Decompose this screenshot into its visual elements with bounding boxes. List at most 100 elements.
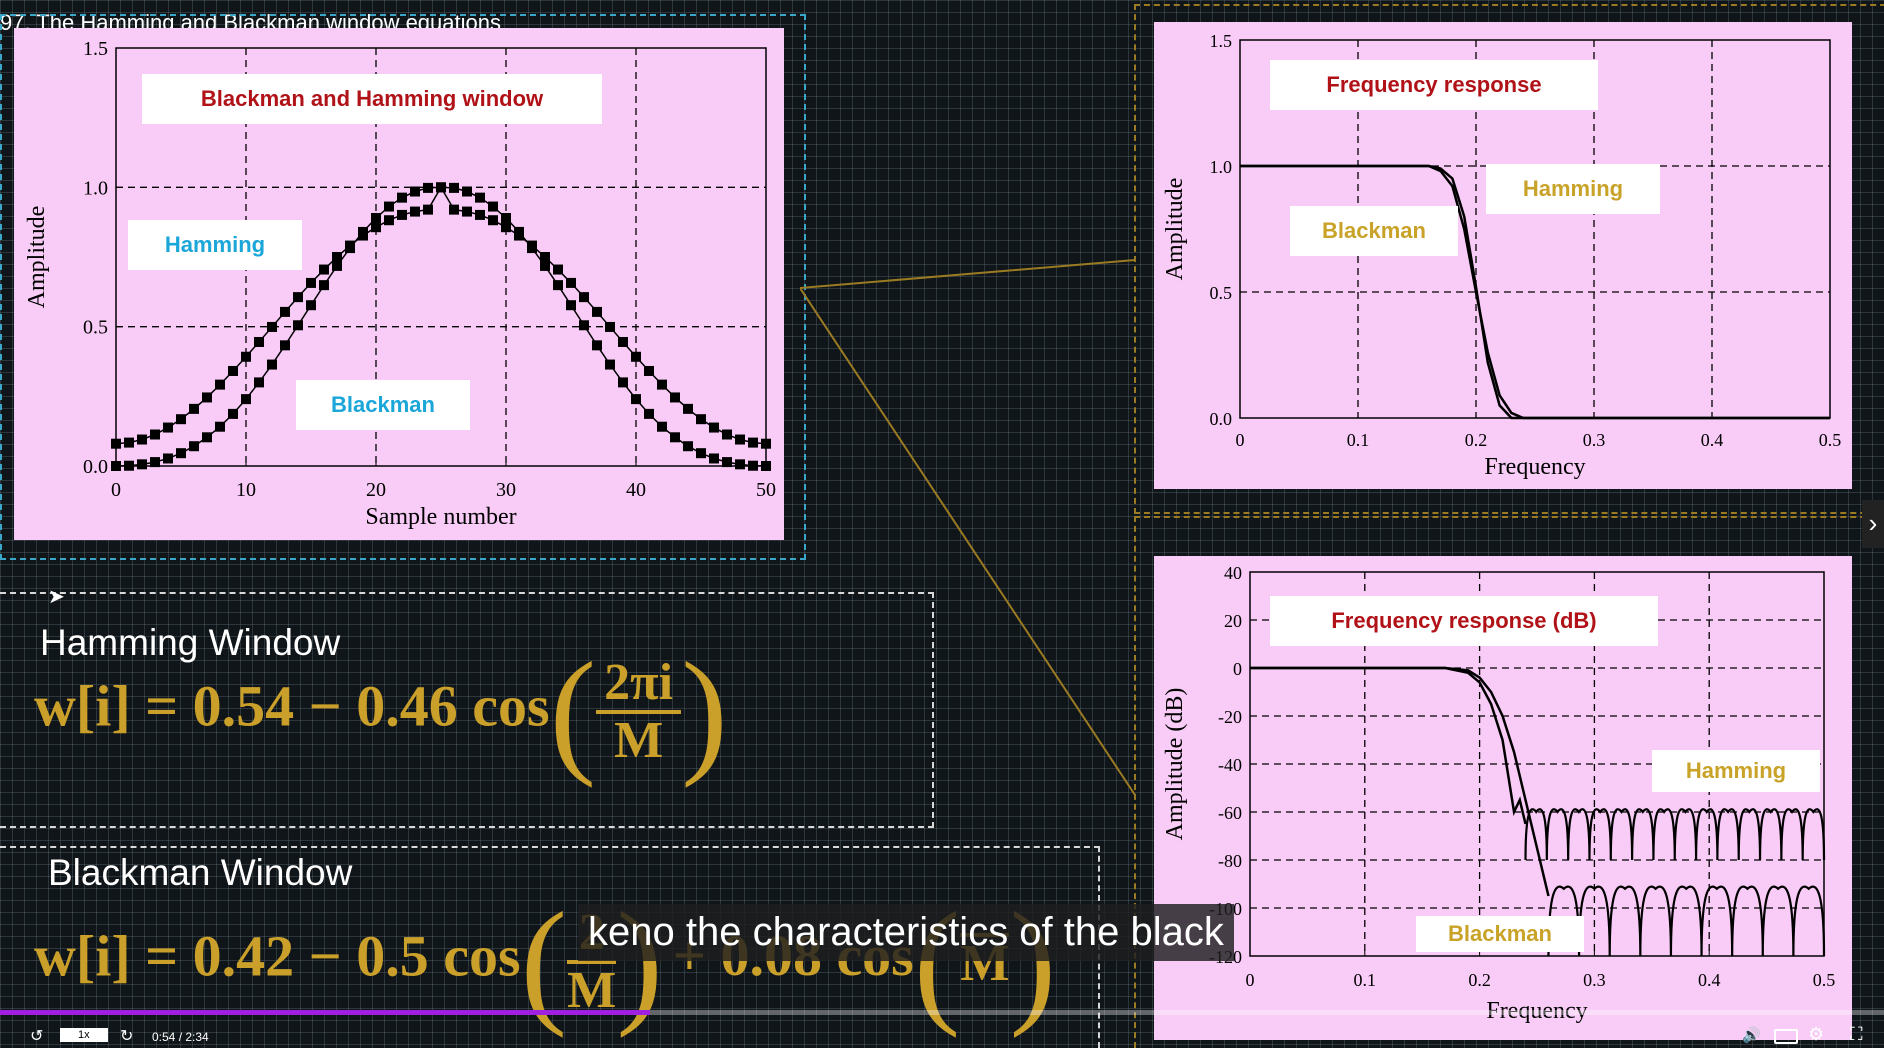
data-point [137, 459, 147, 470]
data-point [657, 421, 667, 432]
y-tick-label: 0.5 [83, 317, 108, 339]
data-point [683, 441, 693, 452]
data-point [683, 403, 693, 414]
subtitle-caption: keno the characteristics of the black [578, 904, 1234, 961]
data-point [267, 321, 277, 332]
data-point [475, 192, 485, 203]
data-point [605, 321, 615, 332]
data-point [189, 403, 199, 414]
data-point [319, 264, 329, 275]
data-point [176, 448, 186, 459]
freq-db-chart-blackman-label: Blackman [1416, 916, 1584, 952]
data-point [228, 408, 238, 419]
progress-track[interactable] [0, 1010, 1884, 1015]
window-chart-panel: 0 10 20 30 40 50 0.0 0.5 1.0 1.5 Sample number Ampl… [14, 28, 784, 540]
data-point [280, 306, 290, 317]
fullscreen-icon[interactable]: ⛶ [1850, 1024, 1863, 1044]
data-point [293, 320, 303, 331]
speed-button[interactable]: 1x [60, 1028, 108, 1042]
data-point [163, 453, 173, 464]
data-point [748, 460, 758, 471]
data-point [527, 243, 537, 254]
data-point [410, 186, 420, 197]
data-point [423, 204, 433, 215]
chevron-right-icon[interactable]: › [1862, 500, 1884, 548]
data-point [761, 438, 771, 449]
data-point [241, 394, 251, 405]
subtitles-icon[interactable] [1774, 1029, 1798, 1044]
hamming-title: Hamming Window [40, 622, 341, 663]
freq-db-chart-title: Frequency response (dB) [1270, 596, 1658, 646]
data-point [384, 215, 394, 226]
freq-chart-hamming-label: Hamming [1486, 164, 1660, 214]
data-point [501, 222, 511, 233]
freq-chart: 0 0.1 0.2 0.3 0.4 0.5 0.0 0.5 1.0 1.5 Frequency Amp… [1162, 31, 1841, 480]
series-line-hamming [1250, 666, 1527, 825]
data-point [137, 434, 147, 445]
x-tick-label: 0.5 [1813, 970, 1836, 990]
data-point [150, 429, 160, 440]
x-tick-label: 50 [756, 479, 776, 501]
replay-icon[interactable]: ↺ [30, 1028, 44, 1045]
data-point [722, 457, 732, 468]
data-point [358, 226, 368, 237]
data-point [371, 212, 381, 223]
data-point [579, 320, 589, 331]
data-point [280, 340, 290, 351]
x-axis-label: Frequency [1484, 454, 1585, 480]
window-chart-hamming-label: Hamming [128, 220, 302, 270]
data-point [618, 377, 628, 388]
data-point [176, 414, 186, 425]
series-line-blackman [1250, 666, 1550, 897]
data-point [488, 201, 498, 212]
data-point [345, 243, 355, 254]
data-point [319, 280, 329, 291]
data-point [293, 292, 303, 303]
y-tick-label: 1.5 [83, 38, 108, 60]
data-point [462, 206, 472, 217]
y-tick-label: 0.5 [1210, 283, 1233, 303]
data-point [111, 461, 121, 471]
freq-chart-frame [1134, 4, 1884, 514]
data-point [605, 359, 615, 370]
data-point [592, 340, 602, 351]
data-point [397, 209, 407, 220]
data-point [189, 441, 199, 452]
data-point [111, 438, 121, 449]
data-point [215, 421, 225, 432]
freq-db-chart-frame [1134, 516, 1884, 1048]
data-point [644, 365, 654, 376]
data-point [436, 182, 446, 193]
data-point [553, 264, 563, 275]
data-point [696, 448, 706, 459]
data-point [644, 408, 654, 419]
settings-icon[interactable]: ⚙ [1808, 1024, 1825, 1044]
data-point [566, 277, 576, 288]
data-point [254, 336, 264, 347]
data-point [397, 192, 407, 203]
x-axis-label: Sample number [365, 504, 516, 530]
volume-icon[interactable]: 🔊 [1742, 1027, 1761, 1044]
x-tick-label: 20 [366, 479, 386, 501]
hamming-eq-numerator: 2πi [596, 656, 682, 714]
data-point [475, 209, 485, 220]
x-tick-label: 0 [1246, 970, 1255, 990]
freq-db-chart: 00.10.20.30.40.540200-20-40-60-80-100-12… [1162, 563, 1836, 1024]
data-point [163, 422, 173, 433]
data-point [696, 414, 706, 425]
data-point [384, 201, 394, 212]
data-point [124, 437, 134, 448]
data-point [657, 379, 667, 390]
hamming-equation-box [0, 592, 934, 828]
data-point [748, 437, 758, 448]
data-point [501, 212, 511, 223]
plot-frame [115, 47, 767, 467]
y-axis-label: Amplitude [1162, 178, 1188, 281]
data-point [579, 292, 589, 303]
data-point [332, 260, 342, 271]
y-tick-label: 20 [1224, 611, 1242, 631]
data-point [735, 459, 745, 470]
data-point [618, 336, 628, 347]
y-tick-label: 1.5 [1210, 31, 1233, 51]
forward-icon[interactable]: ↻ [120, 1028, 134, 1045]
